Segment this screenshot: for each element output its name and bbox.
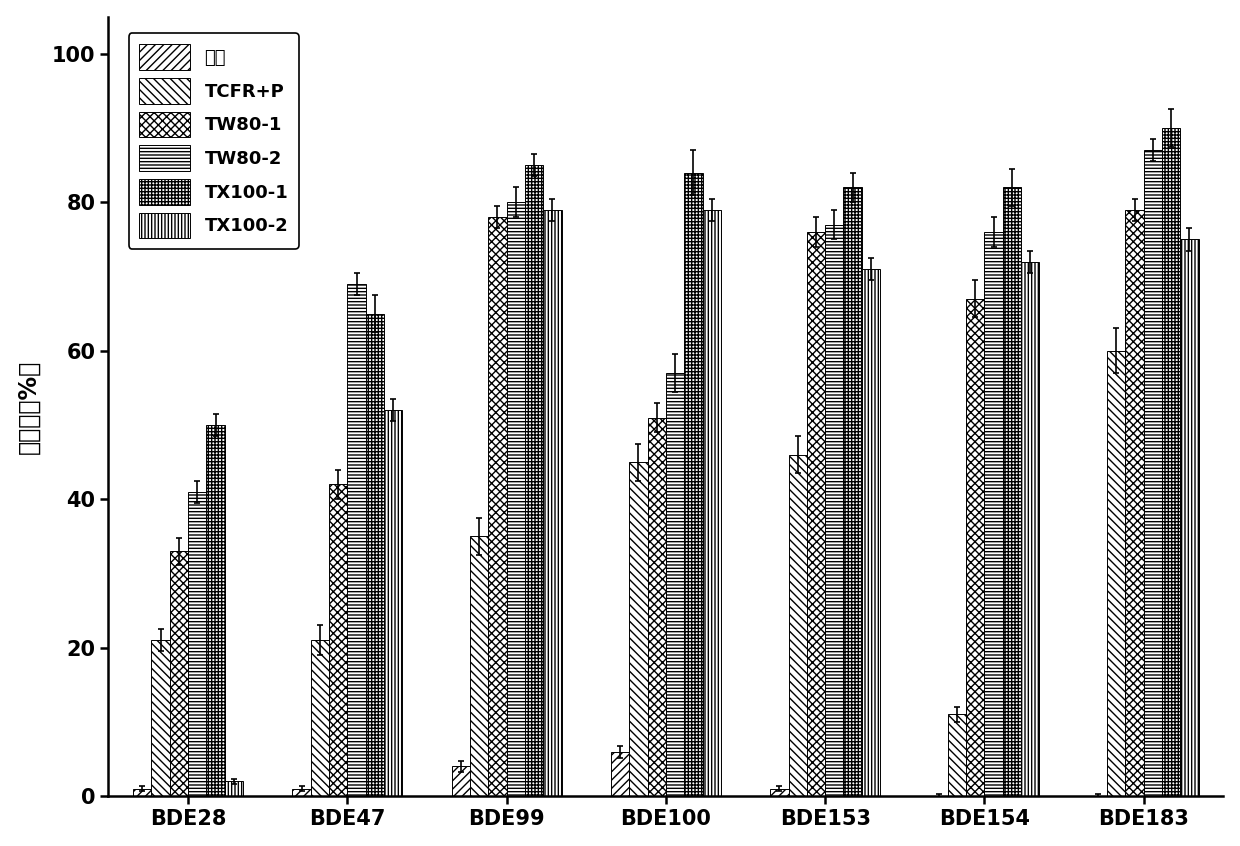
Bar: [133, 788, 151, 796]
Bar: [789, 454, 807, 796]
Bar: [366, 314, 384, 796]
Bar: [843, 188, 862, 796]
Bar: [825, 224, 843, 796]
Bar: [666, 373, 684, 796]
Bar: [1126, 210, 1143, 796]
Legend: 空白, TCFR+P, TW80-1, TW80-2, TX100-1, TX100-2: 空白, TCFR+P, TW80-1, TW80-2, TX100-1, TX1…: [129, 34, 299, 249]
Bar: [507, 202, 525, 796]
Bar: [329, 485, 347, 796]
Bar: [1162, 128, 1180, 796]
Bar: [543, 210, 562, 796]
Bar: [525, 165, 543, 796]
Bar: [1003, 188, 1021, 796]
Bar: [611, 751, 629, 796]
Bar: [703, 210, 720, 796]
Bar: [647, 418, 666, 796]
Bar: [151, 640, 170, 796]
Bar: [807, 232, 825, 796]
Bar: [947, 715, 966, 796]
Bar: [206, 425, 224, 796]
Bar: [770, 788, 789, 796]
Bar: [489, 217, 507, 796]
Bar: [188, 492, 206, 796]
Bar: [1107, 351, 1126, 796]
Bar: [862, 269, 880, 796]
Bar: [1180, 239, 1199, 796]
Bar: [966, 299, 985, 796]
Y-axis label: 降解率（%）: 降解率（%）: [16, 360, 41, 453]
Bar: [1143, 151, 1162, 796]
Bar: [311, 640, 329, 796]
Bar: [224, 782, 243, 796]
Bar: [1021, 261, 1039, 796]
Bar: [470, 536, 489, 796]
Bar: [451, 766, 470, 796]
Bar: [629, 462, 647, 796]
Bar: [347, 284, 366, 796]
Bar: [985, 232, 1003, 796]
Bar: [684, 173, 703, 796]
Bar: [293, 788, 311, 796]
Bar: [170, 551, 188, 796]
Bar: [384, 410, 402, 796]
